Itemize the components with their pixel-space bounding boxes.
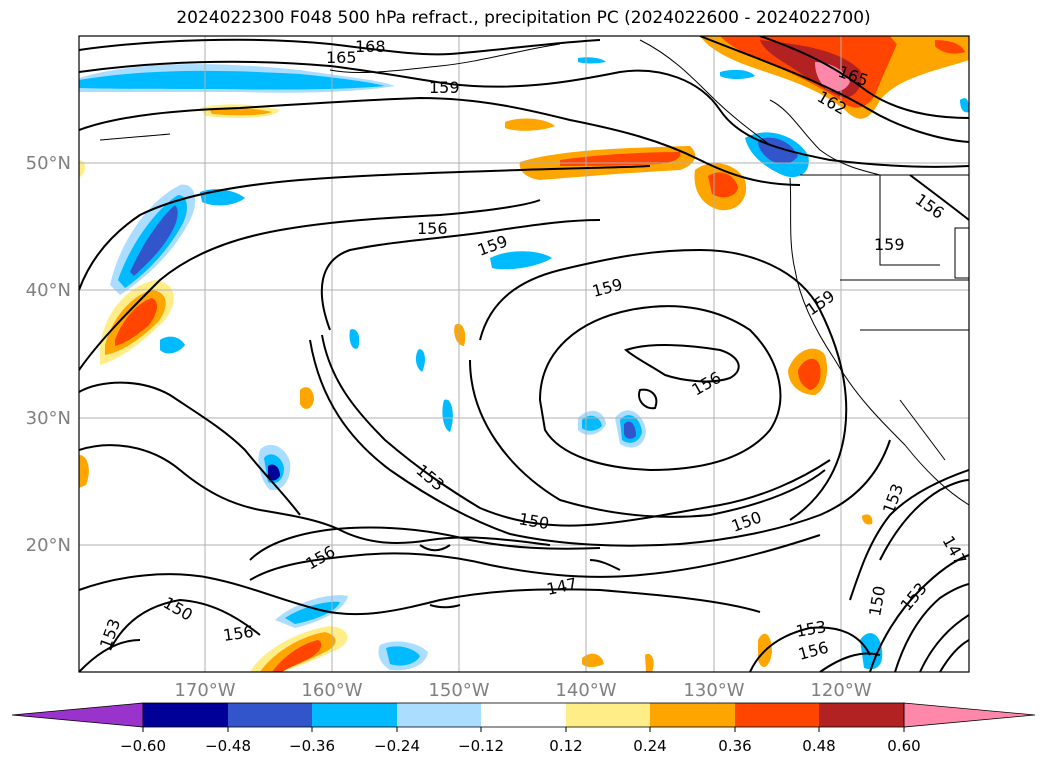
negative-precip-area (490, 251, 552, 270)
negative-precip-area (960, 98, 969, 113)
map-area: 168 165 159 165 162 156 159 156 159 159 … (79, 36, 971, 672)
colorbar-tick-label: −0.12 (458, 737, 504, 755)
contour-label: 147 (545, 574, 579, 599)
negative-precip-area (200, 189, 245, 206)
contour-label: 159 (429, 78, 460, 97)
colorbar-high-extension (903, 702, 1036, 728)
negative-precip-area (285, 601, 340, 624)
positive-precip-area (454, 323, 466, 346)
positive-precip-area (935, 40, 965, 54)
contour-label: 156 (303, 542, 339, 574)
positive-precip-area (115, 298, 157, 346)
contour-label: 165 (326, 48, 357, 67)
colorbar: −0.60 −0.48 −0.36 −0.24 −0.12 0.12 0.24 … (11, 702, 1036, 755)
positive-precip-area (505, 118, 555, 131)
contour-label-layer: 168 165 159 165 162 156 159 156 159 159 … (96, 37, 971, 664)
negative-precip-area (268, 464, 280, 481)
positive-precip-area (272, 640, 322, 672)
positive-precip-area (79, 455, 89, 488)
map-frame (78, 35, 970, 673)
contour-label: 159 (874, 235, 905, 254)
colorbar-tick-label: −0.60 (120, 737, 166, 755)
negative-precip-area (130, 205, 178, 276)
negative-precip-area (415, 349, 425, 372)
negative-precip-area (720, 69, 755, 79)
contour-label: 153 (96, 616, 124, 651)
negative-precip-area (860, 633, 883, 670)
contour-label: 156 (796, 638, 830, 664)
contour-label: 150 (729, 507, 764, 535)
contour-label: 168 (355, 37, 386, 56)
negative-precip-area (442, 399, 453, 432)
contour-label: 156 (689, 368, 725, 400)
lat-label: 40°N (26, 280, 71, 301)
positive-precip-area (645, 653, 654, 672)
colorbar-segment (481, 703, 566, 727)
positive-precip-area (300, 387, 314, 409)
colorbar-segment (397, 703, 481, 727)
negative-precip-area (349, 329, 360, 349)
graticule (79, 36, 969, 672)
contour-label: 150 (160, 593, 196, 625)
negative-precip-area (160, 336, 185, 354)
negative-precip-area (386, 646, 420, 666)
colorbar-segment (735, 703, 819, 727)
colorbar-tick-label: 0.36 (718, 737, 751, 755)
contour-label: 153 (794, 617, 827, 641)
negative-precip-area (79, 70, 385, 90)
colorbar-tick-label: 0.24 (633, 737, 666, 755)
contour-label: 150 (517, 509, 550, 533)
colorbar-segment (143, 703, 228, 727)
colorbar-segment (566, 703, 650, 727)
negative-precip-area (582, 415, 602, 431)
colorbar-tick-label: 0.60 (887, 737, 920, 755)
colorbar-frame (142, 702, 905, 728)
longitude-labels: 170°W 160°W 150°W 140°W 130°W 120°W (174, 680, 871, 701)
precip-fill-layer (79, 36, 969, 672)
positive-precip-area (708, 172, 738, 198)
lon-label: 130°W (683, 680, 744, 701)
lat-label: 30°N (26, 408, 71, 429)
contour-label: 156 (912, 190, 948, 223)
positive-precip-area (79, 160, 86, 178)
contour-label: 156 (222, 622, 255, 645)
colorbar-tick-label: −0.48 (205, 737, 251, 755)
colorbar-segment (228, 703, 312, 727)
colorbar-tick-label: −0.36 (289, 737, 335, 755)
lon-label: 160°W (301, 680, 362, 701)
positive-precip-area (582, 653, 604, 667)
lon-label: 170°W (174, 680, 235, 701)
colorbar-segment (650, 703, 735, 727)
colorbar-low-extension (11, 702, 144, 728)
negative-precip-area (578, 57, 606, 64)
colorbar-tick-label: 0.48 (802, 737, 835, 755)
coastlines (99, 39, 969, 506)
lon-label: 150°W (428, 680, 489, 701)
lat-label: 50°N (26, 153, 71, 174)
negative-precip-area (624, 421, 636, 439)
colorbar-segment (312, 703, 397, 727)
latitude-labels: 50°N 40°N 30°N 20°N (26, 153, 71, 556)
positive-precip-area (798, 358, 821, 390)
contour-label: 150 (865, 584, 889, 617)
contour-label: 147 (939, 533, 971, 569)
colorbar-tick-label: 0.12 (549, 737, 582, 755)
contour-label: 156 (417, 219, 448, 238)
map-title: 2024022300 F048 500 hPa refract., precip… (176, 8, 871, 28)
contour-label: 159 (590, 275, 624, 301)
height-contours (79, 36, 969, 672)
positive-precip-area (862, 514, 873, 525)
positive-precip-area (210, 107, 272, 116)
lon-label: 140°W (555, 680, 616, 701)
lon-label: 120°W (810, 680, 871, 701)
colorbar-segment (819, 703, 904, 727)
colorbar-tick-label: −0.24 (374, 737, 420, 755)
lat-label: 20°N (26, 535, 71, 556)
contour-label: 153 (879, 481, 907, 516)
